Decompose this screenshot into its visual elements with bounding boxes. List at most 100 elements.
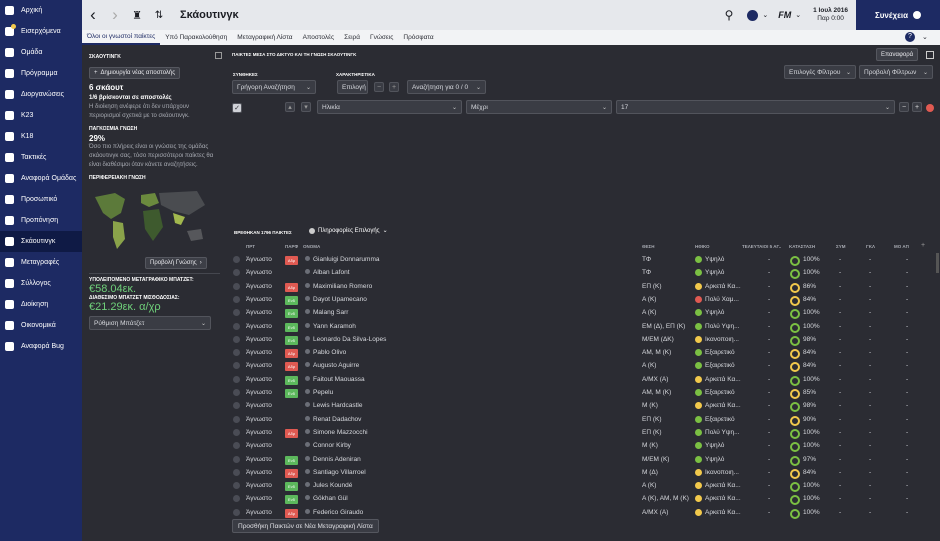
column-header[interactable]: ΘΕΣΗ	[642, 244, 655, 249]
table-row[interactable]: Άγνωστο Alban Lafont ΤΦ Υψηλό - 100% - - -	[226, 266, 931, 280]
table-row[interactable]: Άγνωστο Connor Kirby Μ (Κ) Υψηλό - 100% - - -	[226, 439, 931, 453]
table-row[interactable]: Άγνωστο Ενδ Malang Sarr Α (Κ) Υψηλό - 100% - - -	[226, 306, 931, 320]
row-select-radio[interactable]	[233, 309, 240, 317]
row-select-radio[interactable]	[233, 402, 240, 410]
new-assignment-button[interactable]: + Δημιουργία νέας αποστολής	[89, 67, 181, 79]
cell-name[interactable]: Augusto Aguirre	[313, 362, 360, 370]
sidebar-item-staff[interactable]: Προσωπικό	[0, 189, 82, 210]
column-header[interactable]: ΗΘΙΚΟ	[695, 244, 710, 249]
row-select-radio[interactable]	[233, 349, 240, 357]
row-select-radio[interactable]	[233, 295, 240, 303]
tab-2[interactable]: Μεταγραφική Λίστα	[237, 34, 293, 41]
table-row[interactable]: Άγνωστο Αδρ Pablo Olivo ΑΜ, Μ (Κ) Εξαιρετικό…	[226, 346, 931, 360]
row-select-radio[interactable]	[233, 256, 240, 263]
back-arrow-icon[interactable]: ‹	[90, 5, 96, 24]
cell-name[interactable]: Lewis Hardcastle	[313, 402, 363, 410]
chevron-down-icon[interactable]: ⌄	[762, 12, 769, 19]
minus-button[interactable]: −	[374, 82, 384, 92]
cell-name[interactable]: Alban Lafont	[313, 269, 350, 277]
table-row[interactable]: Άγνωστο Ενδ Pepelu ΑΜ, Μ (Κ) Εξαιρετικό - 85% -…	[226, 386, 931, 399]
column-header[interactable]: ΓΚΛ	[866, 244, 875, 249]
reset-button[interactable]: Επαναφορά	[876, 48, 919, 61]
globe-icon[interactable]	[747, 9, 759, 21]
sidebar-item-report[interactable]: Αναφορά Ομάδας	[0, 168, 82, 189]
tab-0[interactable]: Όλοι οι γνωστοί παίκτες	[82, 30, 161, 45]
help-icon[interactable]: ?	[905, 32, 915, 42]
cell-name[interactable]: Jules Koundé	[313, 482, 353, 490]
row-select-radio[interactable]	[233, 269, 240, 277]
row-select-radio[interactable]	[233, 375, 240, 383]
row-select-radio[interactable]	[233, 389, 240, 396]
row-select-radio[interactable]	[233, 322, 240, 330]
filter-checkbox[interactable]: ✓	[232, 103, 242, 113]
table-row[interactable]: Άγνωστο Αδρ Federico Giraudo Α/ΜΧ (Α) Αρκετά…	[226, 506, 931, 519]
table-row[interactable]: Άγνωστο Ενδ Dennis Adeniran Μ/ΕΜ (Κ) Υψηλό - 9…	[226, 453, 931, 466]
sidebar-item-transfers[interactable]: Μεταγραφές	[0, 252, 82, 273]
tab-4[interactable]: Σειρά	[344, 34, 360, 41]
sidebar-item-u23[interactable]: K23	[0, 105, 82, 126]
budget-settings-dropdown[interactable]: Ρύθμιση Μπάτζετ ⌄	[89, 316, 211, 330]
search-for-dropdown[interactable]: Αναζήτηση για 0 / 0 ⌄	[407, 80, 486, 94]
view-filters-dropdown[interactable]: Προβολή Φίλτρων ⌄	[859, 65, 933, 79]
sidebar-item-training[interactable]: Προπόνηση	[0, 210, 82, 231]
tab-6[interactable]: Πρόσφατα	[403, 34, 434, 41]
table-row[interactable]: Άγνωστο Αδρ Gianluigi Donnarumma ΤΦ Υψηλό - 10…	[226, 253, 931, 266]
cell-name[interactable]: Gianluigi Donnarumma	[313, 256, 380, 263]
collapse-panel-icon[interactable]	[215, 52, 222, 59]
world-map[interactable]	[89, 185, 211, 253]
quick-search-dropdown[interactable]: Γρήγορη Αναζήτηση ⌄	[232, 80, 316, 94]
row-select-radio[interactable]	[233, 468, 240, 476]
table-row[interactable]: Άγνωστο Ενδ Faitout Maouassa Α/ΜΧ (Α) Αρκετά…	[226, 373, 931, 386]
row-select-radio[interactable]	[233, 482, 240, 490]
row-select-radio[interactable]	[233, 442, 240, 450]
row-select-radio[interactable]	[233, 362, 240, 370]
cell-name[interactable]: Renat Dadachov	[313, 415, 362, 423]
cell-name[interactable]: Dennis Adeniran	[313, 455, 361, 463]
cell-name[interactable]: Pablo Olivo	[313, 349, 347, 357]
table-row[interactable]: Άγνωστο Renat Dadachov ΕΠ (Κ) Εξαιρετικό - 90…	[226, 413, 931, 426]
sidebar-item-tactics[interactable]: Τακτικές	[0, 147, 82, 168]
column-header[interactable]: ΣΥΜ	[836, 244, 846, 249]
selection-info-button[interactable]: Πληροφορίες Επιλογής ⌄	[309, 227, 388, 234]
club-abbr[interactable]: FM	[778, 10, 792, 20]
search-icon[interactable]: ⚲	[724, 8, 734, 22]
table-row[interactable]: Άγνωστο Ενδ Yann Karamoh ΕΜ (Δ), ΕΠ (Κ) Πολύ…	[226, 320, 931, 333]
table-row[interactable]: Άγνωστο Αδρ Augusto Aguirre Α (Κ) Εξαιρετικό…	[226, 359, 931, 373]
tab-3[interactable]: Αποστολές	[302, 34, 335, 41]
plus-button[interactable]: +	[389, 82, 399, 92]
column-header[interactable]: ΜΟ ΑΠ	[894, 244, 909, 249]
table-scrollbar[interactable]	[936, 253, 939, 273]
column-toggle-icon[interactable]	[926, 51, 934, 59]
table-row[interactable]: Άγνωστο Αδρ Santiago Villarroel Μ (Δ) Ικανοπ…	[226, 466, 931, 479]
sidebar-item-calendar[interactable]: Πρόγραμμα	[0, 63, 82, 84]
cell-name[interactable]: Gökhan Gül	[313, 495, 348, 503]
decrement-button[interactable]: −	[899, 102, 909, 112]
sidebar-item-finances[interactable]: Οικονομικά	[0, 315, 82, 336]
column-header[interactable]: ΠΡΤ	[246, 244, 255, 249]
chevron-down-icon[interactable]: ⌄	[922, 34, 928, 41]
sidebar-item-scouting[interactable]: Σκάουτινγκ	[0, 231, 82, 252]
cell-name[interactable]: Malang Sarr	[313, 309, 349, 317]
tab-5[interactable]: Γνώσεις	[370, 34, 394, 41]
filter-options-dropdown[interactable]: Επιλογές Φίλτρου ⌄	[784, 65, 856, 79]
cell-name[interactable]: Santiago Villarroel	[313, 468, 366, 476]
cell-name[interactable]: Dayot Upamecano	[313, 295, 367, 303]
column-header[interactable]: ΟΝΟΜΑ	[303, 244, 321, 249]
sidebar-item-u18[interactable]: K18	[0, 126, 82, 147]
chevron-down-icon[interactable]: ⌄	[795, 12, 802, 19]
chevron-updown-icon[interactable]: ⇅	[154, 9, 164, 21]
table-row[interactable]: Άγνωστο Ενδ Gökhan Gül Α (Κ), ΑΜ, Μ (Κ) Αρκε…	[226, 492, 931, 506]
sidebar-item-bug[interactable]: Αναφορά Bug	[0, 336, 82, 357]
increment-button[interactable]: +	[912, 102, 922, 112]
sidebar-item-inbox[interactable]: Εισερχόμενα	[0, 21, 82, 42]
column-header[interactable]: ΠΑΡΦ	[285, 244, 299, 249]
table-row[interactable]: Άγνωστο Lewis Hardcastle Μ (Κ) Αρκετά Κα...…	[226, 399, 931, 413]
choice-button[interactable]: Επιλογή	[337, 80, 368, 94]
cell-name[interactable]: Faitout Maouassa	[313, 375, 365, 383]
row-select-radio[interactable]	[233, 335, 240, 343]
column-header[interactable]: ΚΑΤΑΣΤΑΣΗ	[789, 244, 816, 249]
column-header[interactable]: ΤΕΛΕΥΤΑΙΟΙ 5 ΑΓ..	[742, 244, 782, 249]
row-select-radio[interactable]	[233, 428, 240, 436]
row-select-radio[interactable]	[233, 455, 240, 463]
table-row[interactable]: Άγνωστο Αδρ Simone Mazzocchi ΕΠ (Κ) Πολύ Υψη…	[226, 426, 931, 439]
